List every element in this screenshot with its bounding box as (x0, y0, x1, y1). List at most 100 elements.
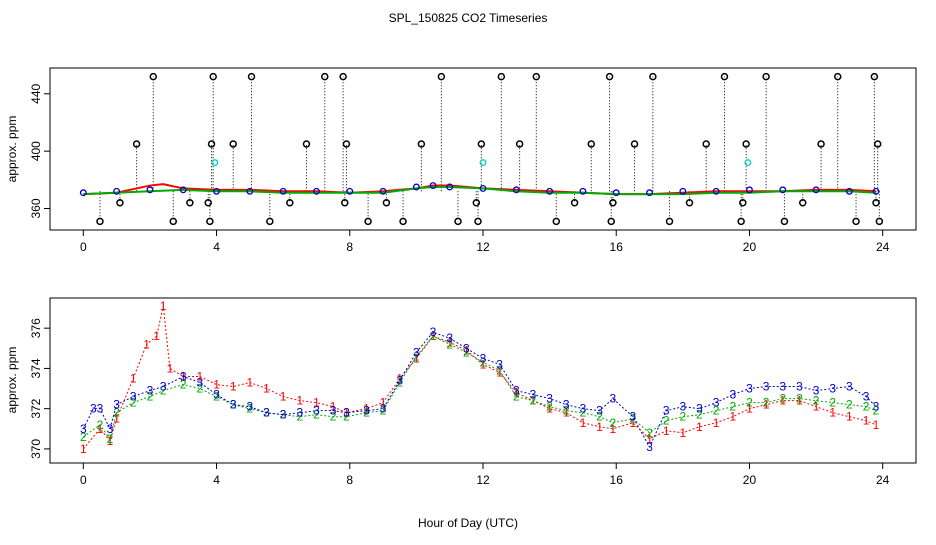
bottom-series-3-point: 3 (796, 380, 803, 394)
bottom-series-3-point: 3 (846, 380, 853, 394)
bottom-series-1-point: 1 (446, 335, 453, 349)
bottom-x-tick-label: 12 (476, 473, 490, 487)
top-series-series-3-point (346, 187, 354, 195)
bottom-series-1-point: 1 (413, 351, 420, 365)
top-flag-point (875, 217, 884, 226)
top-flag-point (364, 217, 372, 226)
bottom-y-tick-label: 372 (29, 398, 43, 418)
top-series-series-1-line (83, 183, 877, 196)
bottom-series-1-point: 1 (796, 394, 803, 408)
top-series-series-3-point (379, 187, 387, 195)
top-series-series-3-point (113, 187, 121, 195)
bottom-series-2-line (83, 335, 877, 441)
bottom-series-1-point: 1 (546, 402, 553, 416)
top-series-series-3-point (712, 187, 720, 195)
bottom-series-2-point: 2 (280, 408, 287, 422)
bottom-series-1-point: 1 (696, 420, 703, 434)
top-flag-point (780, 217, 789, 226)
top-series-series-3-point (79, 189, 87, 197)
bottom-y-axis-label: approx. ppm (5, 347, 19, 414)
bottom-series-1-point: 1 (160, 299, 167, 313)
bottom-series-1-point: 1 (380, 396, 387, 410)
top-flag-point (286, 199, 294, 207)
top-series-series-3-point (612, 189, 620, 197)
top-flag-point (552, 217, 561, 226)
bottom-series-2-point: 2 (680, 410, 687, 424)
bottom-series-3-point: 3 (343, 406, 350, 420)
bottom-series-3-point: 3 (630, 410, 637, 424)
bottom-series-2-point: 2 (413, 349, 420, 363)
bottom-series-1-point: 1 (846, 410, 853, 424)
bottom-series-3-point: 3 (496, 357, 503, 371)
bottom-series-2-point: 2 (363, 406, 370, 420)
top-flag-point (742, 140, 750, 148)
bottom-series-2-point: 2 (746, 396, 753, 410)
bottom-panel: approx. ppm 0 4 8 12 16 20 2437037237437611111… (5, 297, 917, 487)
bottom-series-2-point: 2 (480, 355, 487, 369)
bottom-series-2-point: 2 (213, 390, 220, 404)
bottom-x-tick-label: 16 (610, 473, 624, 487)
bottom-series-3-point: 3 (746, 382, 753, 396)
top-flag-point (116, 199, 124, 207)
bottom-series-1-point: 1 (563, 406, 570, 420)
top-flag-point (720, 72, 729, 81)
top-y-tick-label: 440 (29, 83, 43, 103)
bottom-series-2-point: 2 (107, 432, 114, 446)
top-series-series-3-point (479, 184, 487, 192)
bottom-x-tick-label: 20 (743, 473, 757, 487)
bottom-series-1-point: 1 (646, 432, 653, 446)
bottom-series-2-point: 2 (610, 416, 617, 430)
bottom-series-2-point: 2 (446, 337, 453, 351)
bottom-series-2-point: 2 (160, 384, 167, 398)
top-x-tick-label: 4 (213, 240, 220, 254)
top-series-series-3-point (579, 187, 587, 195)
bottom-series-2-point: 2 (430, 329, 437, 343)
bottom-series-1-point: 1 (713, 416, 720, 430)
bottom-series-1-point: 1 (143, 337, 150, 351)
bottom-series-3-point: 3 (596, 404, 603, 418)
top-flag-point (833, 72, 842, 81)
chart-title: SPL_150825 CO2 Timeseries (389, 11, 548, 25)
top-flag-point (609, 199, 617, 207)
bottom-series-2-point: 2 (580, 406, 587, 420)
top-x-tick-label: 0 (80, 240, 87, 254)
top-flag-point (417, 140, 426, 148)
bottom-series-2-point: 2 (596, 410, 603, 424)
top-series-series-3-point (512, 186, 520, 194)
bottom-series-1-point: 1 (480, 357, 487, 371)
top-flag-point (737, 217, 745, 226)
bottom-series-3-point: 3 (80, 422, 87, 436)
bottom-series-2-point: 2 (513, 390, 520, 404)
top-flag-point (702, 140, 710, 148)
bottom-series-3-point: 3 (546, 392, 553, 406)
top-flag-point (266, 217, 274, 226)
bottom-y-tick-label: 376 (29, 318, 43, 338)
top-flag-point (169, 217, 177, 226)
top-flag-point (852, 217, 860, 226)
bottom-series-1-point: 1 (496, 365, 503, 379)
top-series-series-3-point (179, 186, 187, 194)
bottom-series-2-point: 2 (646, 426, 653, 440)
top-flag-point (515, 140, 524, 148)
top-flag-point (96, 217, 104, 226)
top-series-series-3-point (429, 182, 437, 190)
bottom-x-tick-label: 4 (213, 473, 220, 487)
bottom-series-3-point: 3 (313, 404, 320, 418)
bottom-series-3-point: 3 (247, 400, 254, 414)
bottom-series-2-point: 2 (313, 408, 320, 422)
bottom-series-2-point: 2 (696, 408, 703, 422)
bottom-series-2-point: 2 (713, 404, 720, 418)
bottom-series-3-point: 3 (446, 331, 453, 345)
top-flag-point (341, 199, 349, 207)
bottom-series-1-point: 1 (610, 422, 617, 436)
bottom-series-2-point: 2 (796, 392, 803, 406)
top-series-series-3-point (146, 186, 154, 194)
bottom-series-2-point: 2 (546, 400, 553, 414)
bottom-series-3-point: 3 (430, 325, 437, 339)
bottom-series-2-point: 2 (663, 414, 670, 428)
bottom-series-1-point: 1 (80, 442, 87, 456)
bottom-x-tick-label: 0 (80, 473, 87, 487)
top-flag-point (382, 199, 391, 207)
bottom-series-2-point: 2 (729, 400, 736, 414)
top-flag-point (209, 72, 217, 81)
